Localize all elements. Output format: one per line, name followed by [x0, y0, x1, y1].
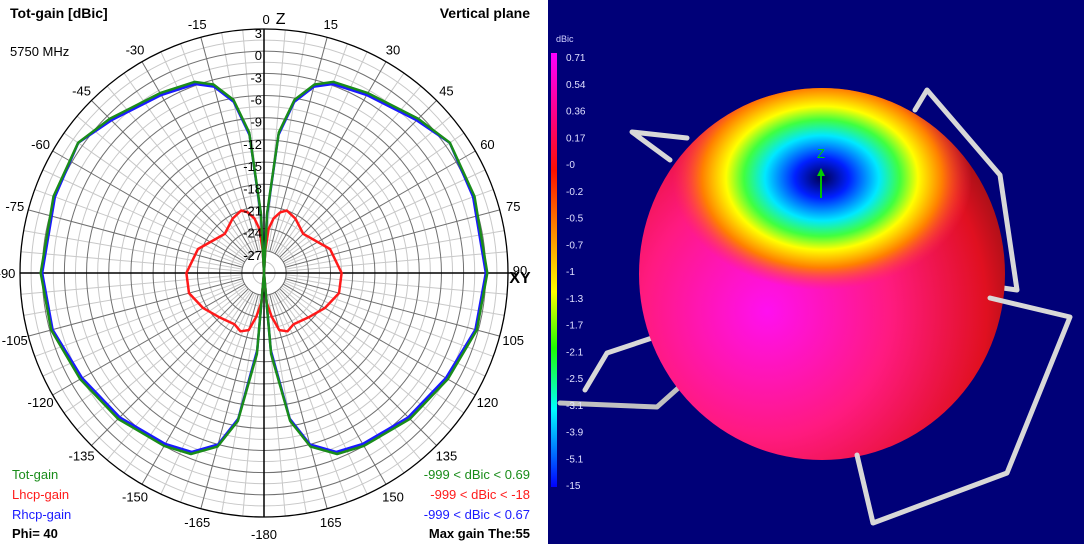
angle-tick-label: -60	[31, 137, 50, 152]
colorbar-tick-label: -1.7	[566, 321, 584, 332]
colorbar-tick-label: -3.1	[566, 401, 584, 412]
angle-tick-label: -135	[69, 448, 95, 463]
radial-tick-label: -9	[250, 115, 262, 130]
plot-title: Tot-gain [dBic]	[10, 5, 108, 21]
radial-tick-label: -15	[243, 159, 262, 174]
z-axis-label: Z	[817, 146, 825, 161]
angle-tick-labels: 0 Z 153045607590XY105120135150165-180-165-…	[0, 11, 531, 542]
colorbar-tick-label: -0.2	[566, 187, 584, 198]
legend-lhcp-gain: Lhcp-gain	[12, 487, 70, 502]
angle-tick-label: -105	[2, 333, 28, 348]
colorbar-tick-label: 0.71	[566, 53, 586, 64]
antenna-wire-front	[854, 295, 1073, 526]
angle-tick-label: -30	[126, 43, 145, 58]
polar-grid	[19, 28, 516, 518]
colorbar-tick-label: -2.1	[566, 347, 584, 358]
angle-tick-label: -45	[72, 84, 91, 99]
colorbar-tick-label: 0.17	[566, 133, 586, 144]
3d-pattern-panel[interactable]: Z dBic 0.71 0.54 0.36 0.17 -0 -0.2 -0.5 -0.7 -1 -…	[548, 0, 1084, 544]
angle-tick-label: 45	[439, 84, 453, 99]
radial-tick-label: -27	[243, 248, 262, 263]
radial-tick-label: -21	[243, 203, 262, 218]
angle-tick-label: -15	[188, 17, 207, 32]
max-gain-label: Max gain The:55	[428, 526, 530, 541]
angle-tick-label: -90	[0, 266, 15, 281]
angle-tick-label: 75	[506, 199, 520, 214]
radial-tick-label: 0	[255, 48, 262, 63]
angle-tick-label: 15	[324, 17, 338, 32]
radial-tick-label: -6	[250, 93, 262, 108]
radial-tick-label: -24	[243, 226, 262, 241]
angle-tick-label: 90XY	[509, 263, 531, 287]
legend-lhcp-gain-range: -999 < dBic < -18	[430, 487, 530, 502]
angle-tick-label: -165	[184, 515, 210, 530]
angle-tick-label: 105	[502, 333, 524, 348]
colorbar-tick-label: -1.3	[566, 294, 584, 305]
legend-tot-gain: Tot-gain	[12, 467, 59, 482]
angle-tick-label: 30	[386, 43, 400, 58]
angle-tick-label: 60	[480, 137, 494, 152]
colorbar-tick-label: -2.5	[566, 374, 584, 385]
angle-tick-label: 150	[382, 489, 404, 504]
polar-plot-panel: 3 0 -3 -6 -9 -12 -15 -18 -21 -24 -27 0 Z 15 30 45 60 75 90…	[0, 0, 540, 544]
angle-tick-label: -180	[251, 527, 277, 542]
colorbar-tick-label: -5.1	[566, 454, 584, 465]
colorbar	[551, 53, 557, 487]
colorbar-tick-label: -0	[566, 160, 575, 171]
colorbar-tick-label: -0.5	[566, 214, 584, 225]
angle-tick-label: -120	[28, 395, 54, 410]
legend-tot-gain-range: -999 < dBic < 0.69	[423, 467, 530, 482]
plane-label: Vertical plane	[439, 5, 530, 21]
colorbar-tick-label: 0.36	[566, 107, 586, 118]
angle-tick-label: -75	[5, 199, 24, 214]
radial-tick-labels: 3 0 -3 -6 -9 -12 -15 -18 -21 -24 -27	[243, 26, 262, 263]
colorbar-tick-label: 0.54	[566, 80, 586, 91]
radial-tick-label: -12	[243, 137, 262, 152]
series-tot-gain	[39, 80, 489, 456]
z-axis-arrow: Z	[817, 146, 825, 198]
angle-tick-label: 165	[320, 515, 342, 530]
legend-rhcp-gain: Rhcp-gain	[12, 507, 72, 522]
angle-tick-label: -150	[122, 489, 148, 504]
phi-label: Phi= 40	[12, 526, 58, 541]
polar-plot: 30-3-6-9-12-15-18-21-24-270 Z 153045607590…	[0, 11, 531, 542]
frequency-label: 5750 MHz	[10, 44, 70, 59]
angle-tick-label: 120	[477, 395, 499, 410]
colorbar-tick-label: -0.7	[566, 240, 584, 251]
colorbar-tick-label: -15	[566, 481, 581, 492]
radiation-pattern-3d	[639, 88, 1005, 460]
colorbar-tick-label: -3.9	[566, 428, 584, 439]
colorbar-unit: dBic	[556, 34, 574, 44]
radial-tick-label: -3	[250, 70, 262, 85]
radial-tick-label: -18	[243, 181, 262, 196]
color-scale: dBic 0.71 0.54 0.36 0.17 -0 -0.2 -0.5 -0.7 -1 -1.…	[551, 34, 586, 492]
legend-rhcp-gain-range: -999 < dBic < 0.67	[423, 507, 530, 522]
radial-tick-label: 3	[255, 26, 262, 41]
angle-tick-label: 135	[436, 448, 458, 463]
3d-pattern-view[interactable]: Z dBic 0.71 0.54 0.36 0.17 -0 -0.2 -0.5 -0.7 -1 -…	[548, 0, 1084, 544]
colorbar-tick-label: -1	[566, 267, 575, 278]
